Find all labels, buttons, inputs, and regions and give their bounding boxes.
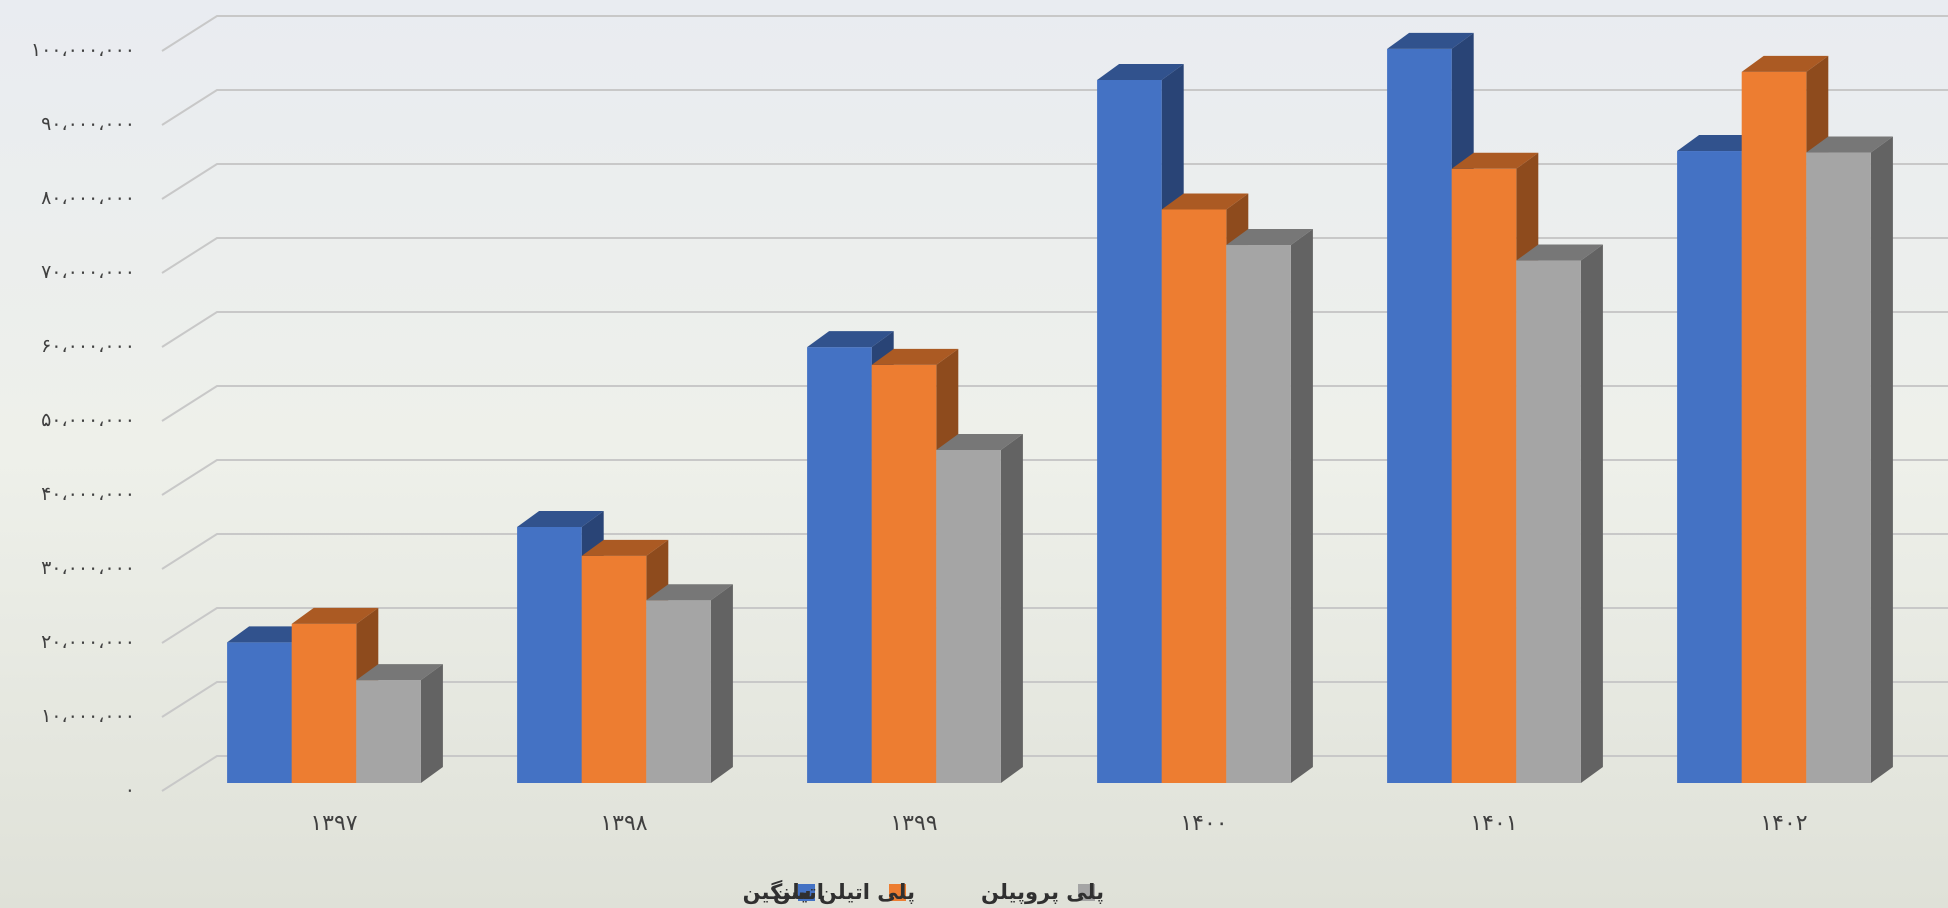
- grid-line: [161, 89, 1948, 126]
- bar: [871, 364, 937, 783]
- grid-line: [161, 533, 1948, 570]
- y-tick-label: ۲۰،۰۰۰،۰۰۰: [41, 631, 135, 653]
- legend-swatch: [889, 884, 906, 901]
- y-tick-label: ۶۰،۰۰۰،۰۰۰: [41, 335, 135, 357]
- x-tick-label: ۱۴۰۱: [1470, 811, 1517, 836]
- bar: [227, 642, 292, 783]
- grid-line: [161, 755, 1948, 792]
- bar-top: [1451, 152, 1539, 169]
- bar-top: [1387, 32, 1474, 49]
- bar: [936, 450, 1001, 783]
- bar-top: [936, 434, 1023, 450]
- bar: [1516, 260, 1581, 783]
- bar-top: [1097, 64, 1184, 80]
- bar-top: [1516, 244, 1603, 261]
- x-tick-label: ۱۴۰۲: [1760, 811, 1807, 836]
- bar-top: [356, 664, 443, 681]
- bar-top: [1226, 229, 1313, 246]
- bar-top: [1741, 55, 1829, 72]
- legend-swatch: [1078, 884, 1095, 901]
- bar-side: [1580, 244, 1603, 783]
- bar-side: [710, 584, 733, 783]
- bar-top: [581, 539, 669, 556]
- bar-side: [1290, 229, 1313, 783]
- x-tick-label: ۱۳۹۸: [600, 811, 647, 836]
- grid-line: [161, 311, 1948, 348]
- bar-top: [291, 607, 379, 624]
- y-tick-label: ۸۰،۰۰۰،۰۰۰: [41, 187, 135, 209]
- y-tick-label: ۷۰،۰۰۰،۰۰۰: [41, 261, 135, 283]
- y-tick-label: ۱۰۰،۰۰۰،۰۰۰: [31, 39, 135, 61]
- y-tick-label: ۳۰،۰۰۰،۰۰۰: [41, 557, 135, 579]
- grid-line: [161, 15, 1948, 52]
- bar: [291, 623, 357, 783]
- bar: [1161, 209, 1227, 783]
- grid-line: [161, 607, 1948, 644]
- legend-label: پلی پروپیلن: [981, 880, 1104, 904]
- x-tick-label: ۱۳۹۷: [310, 811, 357, 836]
- x-tick-label: ۱۳۹۹: [890, 811, 937, 836]
- bar-top: [1161, 193, 1249, 210]
- bar: [646, 600, 711, 783]
- grid-line: [161, 681, 1948, 718]
- legend-swatch: [798, 884, 815, 901]
- y-tick-label: ۰: [125, 779, 135, 801]
- bar-top: [517, 510, 604, 527]
- grid-line: [161, 237, 1948, 274]
- bar: [1451, 168, 1517, 784]
- bar: [1677, 151, 1742, 784]
- y-tick-label: ۱۰،۰۰۰،۰۰۰: [41, 705, 135, 727]
- bar: [1387, 48, 1452, 784]
- bar-top: [871, 348, 959, 365]
- legend-label: اتیلن: [773, 880, 824, 904]
- bar: [1097, 80, 1162, 783]
- x-tick-label: ۱۴۰۰: [1180, 811, 1227, 836]
- bar-side: [420, 664, 443, 783]
- grid-line: [161, 459, 1948, 496]
- bar: [1806, 152, 1871, 783]
- legend-label: پلی اتیلن سنگین: [743, 879, 915, 904]
- bar-top: [807, 331, 894, 348]
- grid-line: [161, 385, 1948, 422]
- bar: [1226, 245, 1291, 783]
- bar: [517, 526, 582, 783]
- y-tick-label: ۵۰،۰۰۰،۰۰۰: [41, 409, 135, 431]
- y-tick-label: ۹۰،۰۰۰،۰۰۰: [41, 113, 135, 135]
- grid-line: [161, 163, 1948, 200]
- bar: [807, 347, 872, 783]
- bar-top: [1806, 136, 1893, 153]
- bar: [1741, 71, 1807, 784]
- bar: [356, 680, 421, 783]
- bar-top: [646, 584, 733, 601]
- bar-side: [1000, 434, 1023, 783]
- y-tick-label: ۴۰،۰۰۰،۰۰۰: [41, 483, 135, 505]
- bar: [581, 555, 647, 783]
- bar-side: [1870, 136, 1893, 783]
